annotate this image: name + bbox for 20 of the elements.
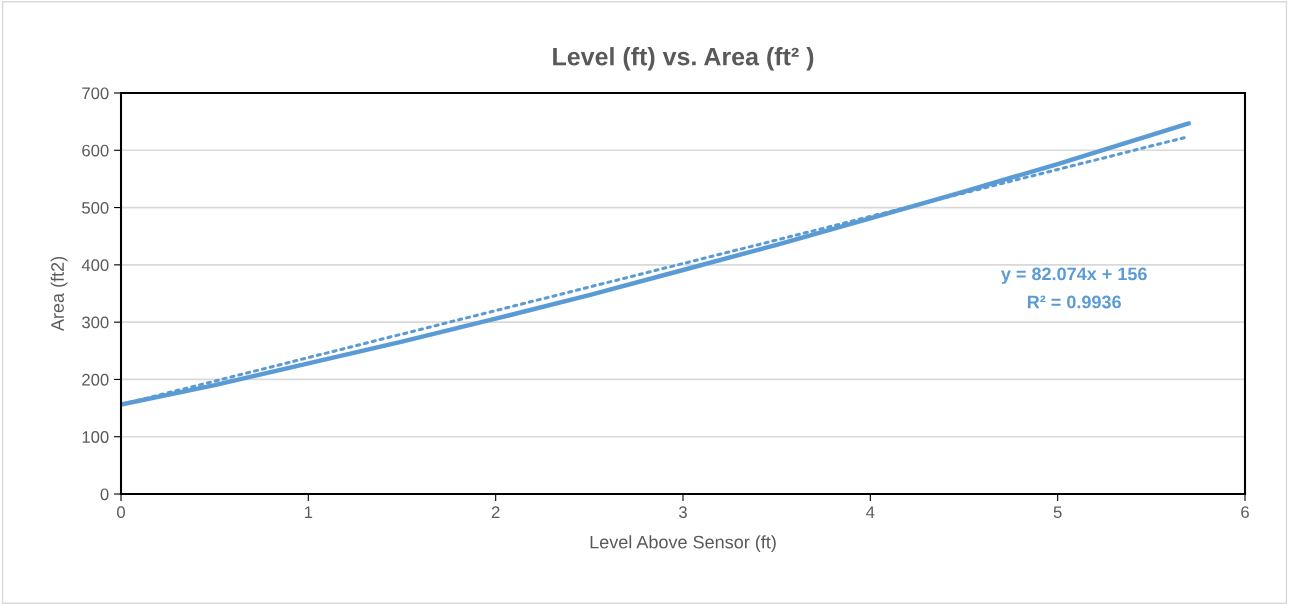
y-tick-label: 600 (82, 144, 109, 157)
annotation: y = 82.074x + 156 (1001, 267, 1147, 284)
x-tick-label: 3 (679, 506, 687, 519)
annotation: R² = 0.9936 (1027, 295, 1121, 309)
y-tick-label: 0 (100, 488, 109, 501)
y-tick-label: 200 (82, 373, 109, 386)
y-tick-label: 500 (82, 201, 109, 214)
y-tick-label: 400 (81, 259, 109, 272)
y-tick-label: 100 (82, 431, 109, 443)
x-tick-label: 4 (866, 506, 875, 518)
x-tick-label: 1 (304, 506, 313, 518)
chart-title: Level (ft) vs. Area (ft² ) (553, 47, 814, 71)
x-axis-title: Level Above Sensor (ft) (590, 535, 776, 553)
y-axis-title: Area (ft2) (50, 256, 68, 332)
y-tick-label: 300 (82, 316, 109, 329)
x-tick-label: 5 (1053, 506, 1062, 519)
x-tick-label: 0 (117, 506, 125, 519)
x-tick-label: 6 (1241, 506, 1249, 519)
y-tick-label: 700 (82, 87, 109, 100)
x-tick-label: 2 (491, 506, 500, 518)
